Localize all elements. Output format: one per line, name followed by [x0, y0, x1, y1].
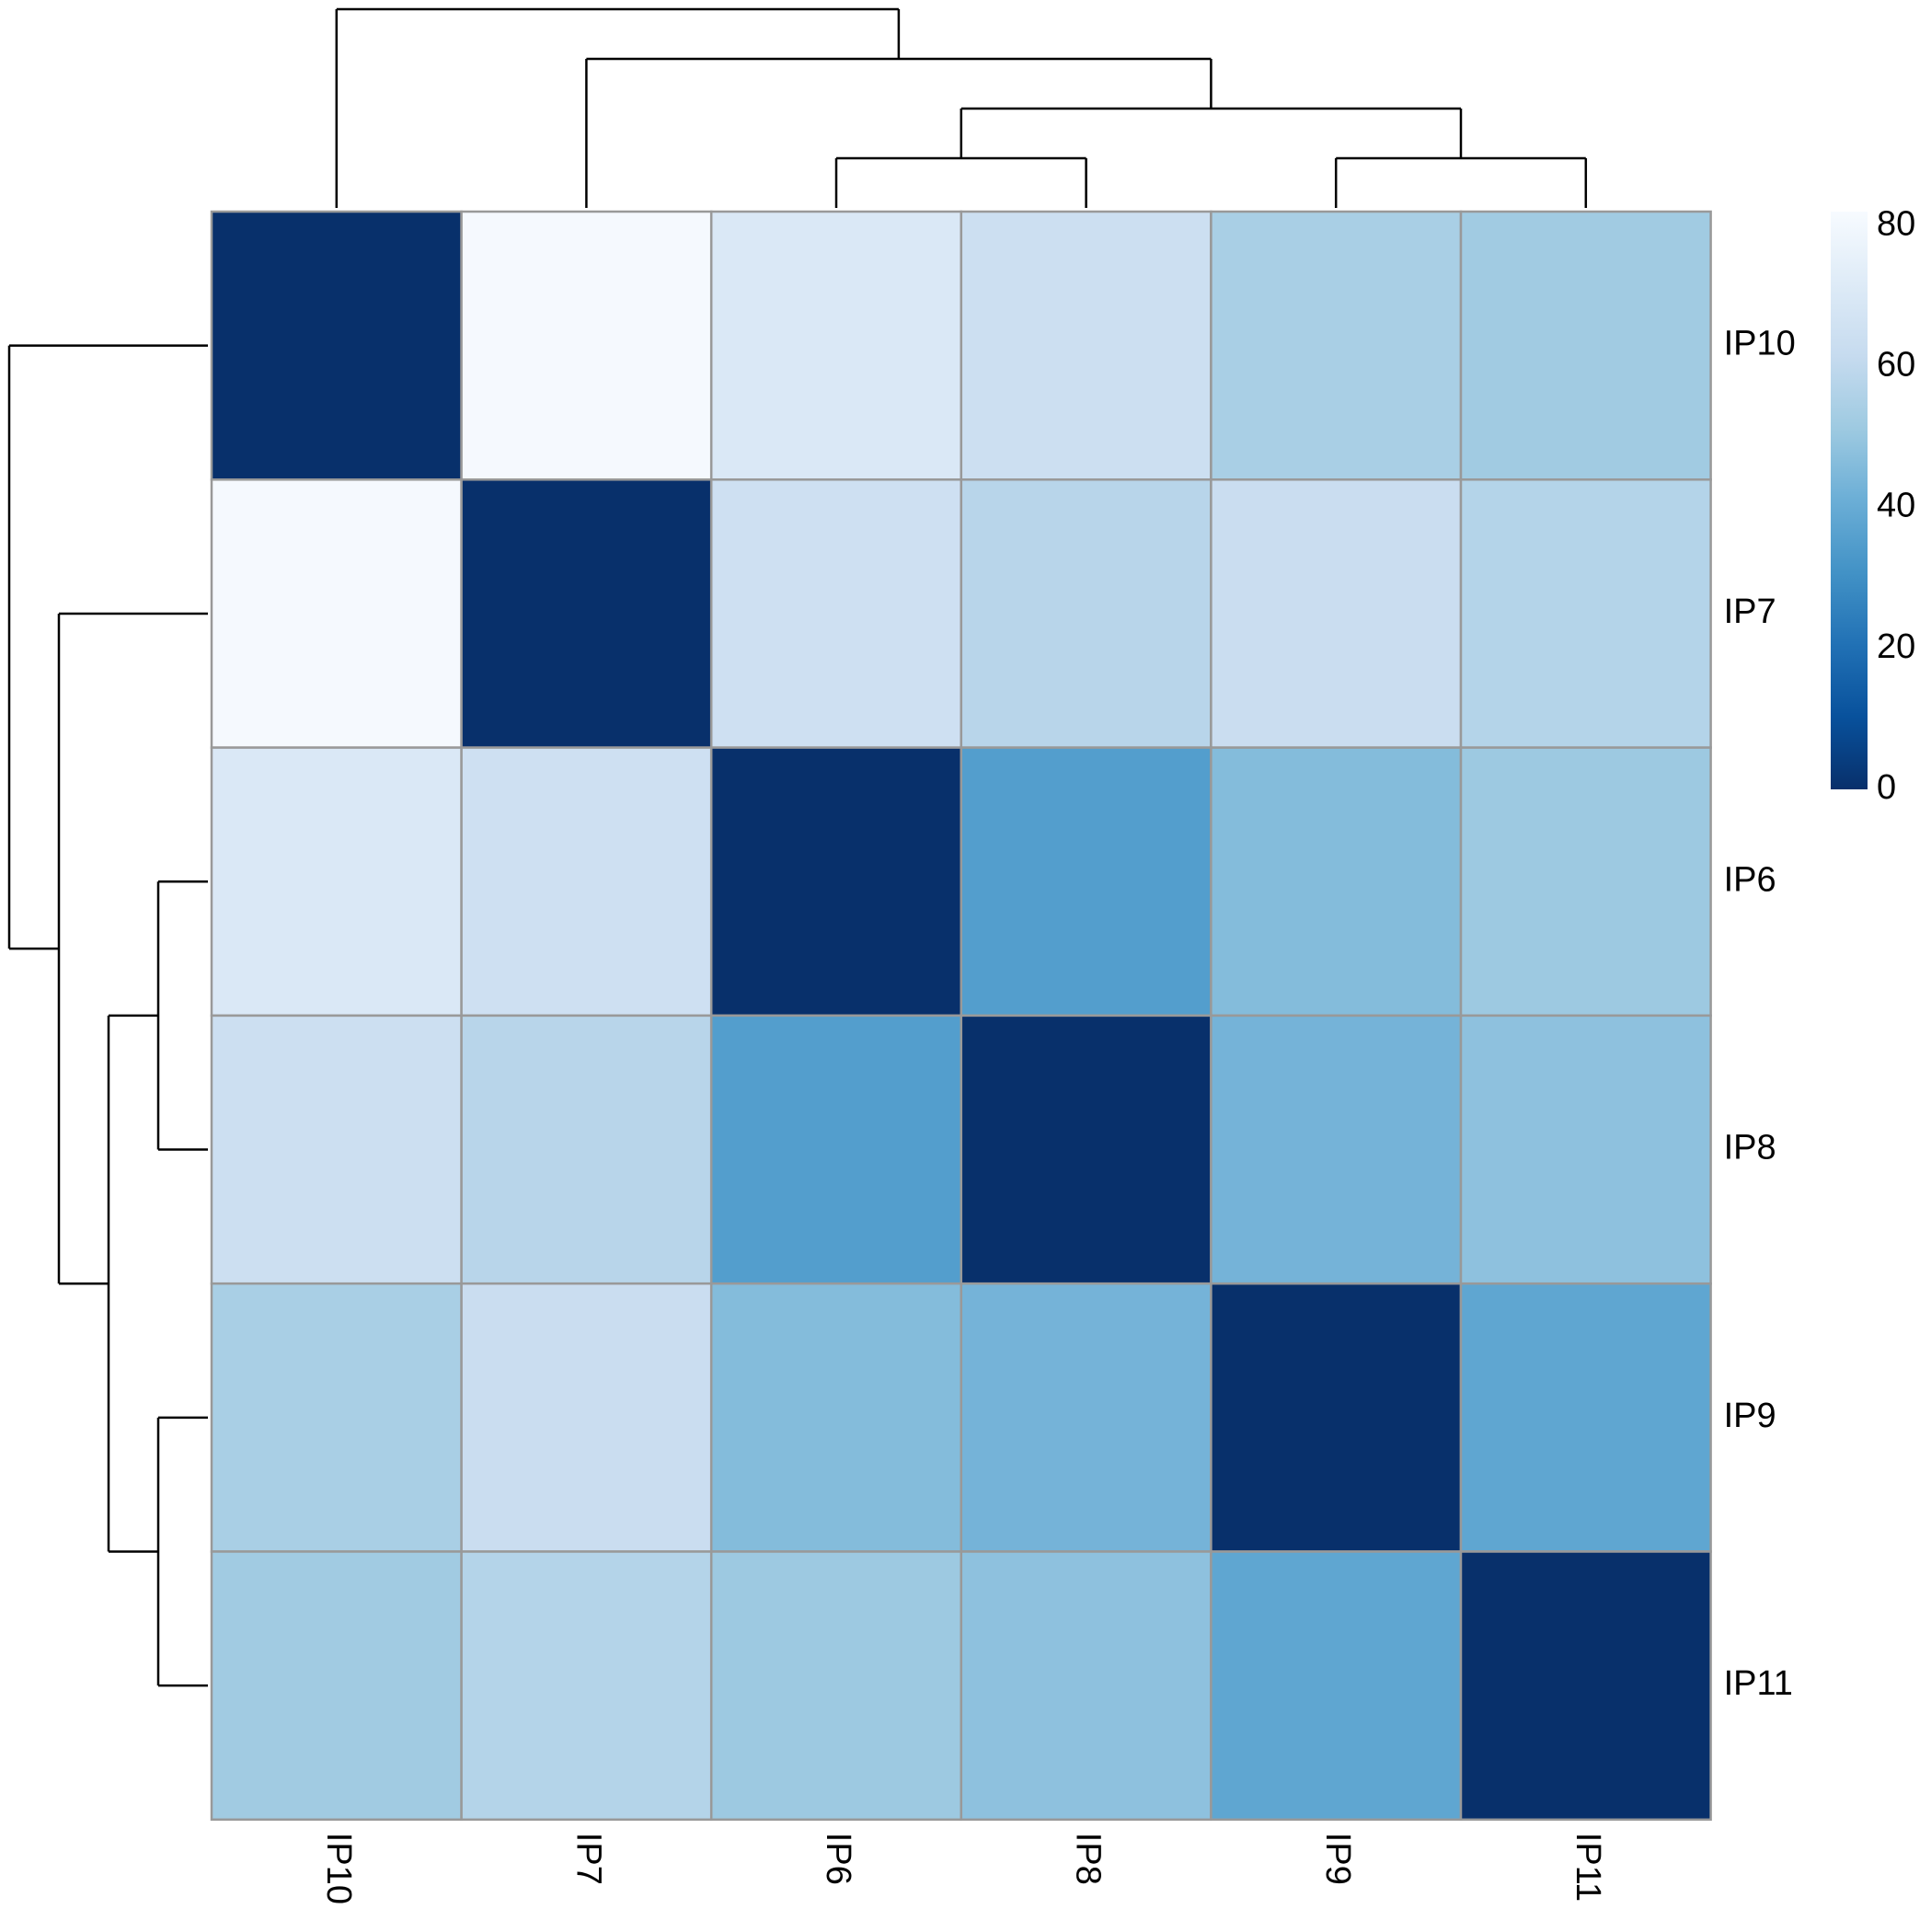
heatmap-cell-ip7-ip9 [1210, 478, 1463, 749]
heatmap-cell-ip9-ip7 [460, 1282, 713, 1553]
heatmap-cell-ip11-ip6 [709, 1550, 963, 1822]
heatmap-cell-ip6-ip10 [210, 746, 463, 1018]
column-labels: IP10 IP7 IP6 IP8 IP9 IP11 [319, 1833, 1607, 1904]
heatmap-cell-ip7-ip6 [709, 478, 963, 749]
heatmap-cell-ip9-ip6 [709, 1282, 963, 1553]
heatmap-cell-ip7-ip7 [460, 478, 713, 749]
heatmap-cell-ip10-ip7 [460, 210, 713, 481]
heatmap-cell-ip6-ip9 [1210, 746, 1463, 1018]
heatmap-cell-ip11-ip10 [210, 1550, 463, 1822]
heatmap-cell-ip10-ip10 [210, 210, 463, 481]
heatmap-cell-ip11-ip11 [1459, 1550, 1712, 1822]
heatmap-cell-ip8-ip6 [709, 1014, 963, 1285]
heatmap-cell-ip7-ip11 [1459, 478, 1712, 749]
color-legend-tick-label: 20 [1877, 627, 1915, 666]
row-label-ip9: IP9 [1724, 1397, 1776, 1435]
heatmap-cell-ip8-ip9 [1210, 1014, 1463, 1285]
column-dendrogram [335, 7, 1588, 208]
row-label-ip6: IP6 [1724, 860, 1776, 899]
heatmap-cell-ip9-ip11 [1459, 1282, 1712, 1553]
heatmap-cells [210, 210, 1712, 1822]
color-legend-tick-label: 40 [1877, 487, 1915, 525]
row-dendrogram [7, 344, 208, 1687]
heatmap-cell-ip10-ip9 [1210, 210, 1463, 481]
heatmap-cell-ip9-ip10 [210, 1282, 463, 1553]
row-label-ip10: IP10 [1724, 325, 1796, 363]
color-legend: 0 20 40 60 80 [1831, 204, 1915, 807]
heatmap-cell-ip8-ip11 [1459, 1014, 1712, 1285]
column-label-ip10: IP10 [319, 1833, 358, 1904]
heatmap-cell-ip10-ip8 [960, 210, 1213, 481]
column-label-ip7: IP7 [569, 1833, 607, 1885]
heatmap-cell-ip8-ip8 [960, 1014, 1213, 1285]
heatmap-cell-ip6-ip7 [460, 746, 713, 1018]
column-label-ip11: IP11 [1569, 1833, 1607, 1902]
heatmap-cell-ip7-ip8 [960, 478, 1213, 749]
color-legend-tick-label: 0 [1877, 768, 1896, 807]
heatmap-cell-ip6-ip11 [1459, 746, 1712, 1018]
color-legend-tick-label: 60 [1877, 346, 1915, 385]
heatmap-cell-ip11-ip7 [460, 1550, 713, 1822]
heatmap-cell-ip8-ip10 [210, 1014, 463, 1285]
row-labels: IP10 IP7 IP6 IP8 IP9 IP11 [1724, 325, 1796, 1704]
heatmap-cell-ip6-ip8 [960, 746, 1213, 1018]
heatmap-cell-ip10-ip6 [709, 210, 963, 481]
heatmap-cell-ip10-ip11 [1459, 210, 1712, 481]
heatmap-cell-ip6-ip6 [709, 746, 963, 1018]
heatmap-cell-ip11-ip8 [960, 1550, 1213, 1822]
heatmap-cell-ip9-ip9 [1210, 1282, 1463, 1553]
row-label-ip7: IP7 [1724, 592, 1776, 631]
row-label-ip11: IP11 [1724, 1664, 1793, 1703]
heatmap-cell-ip9-ip8 [960, 1282, 1213, 1553]
column-label-ip8: IP8 [1069, 1833, 1108, 1885]
column-label-ip6: IP6 [819, 1833, 857, 1885]
color-legend-bar [1831, 212, 1868, 789]
column-label-ip9: IP9 [1318, 1833, 1357, 1885]
heatmap-cell-ip11-ip9 [1210, 1550, 1463, 1822]
color-legend-tick-label: 80 [1877, 204, 1915, 243]
row-label-ip8: IP8 [1724, 1129, 1776, 1167]
heatmap-cell-ip7-ip10 [210, 478, 463, 749]
heatmap-cell-ip8-ip7 [460, 1014, 713, 1285]
